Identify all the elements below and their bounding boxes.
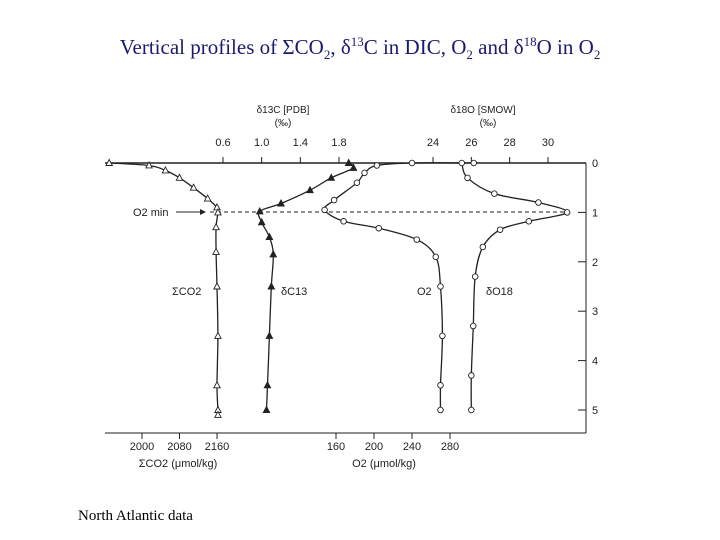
o2-data-point xyxy=(408,159,416,167)
sigma-co2-data-point xyxy=(189,183,198,191)
o2-data-point xyxy=(330,196,338,204)
bottom-right-tick-label: 200 xyxy=(365,441,383,453)
caption: North Atlantic data xyxy=(78,508,193,524)
o2-min-arrowhead xyxy=(200,209,206,215)
top-right-tick-label: 26 xyxy=(465,137,477,149)
delta-c13-data-point xyxy=(306,185,314,194)
delta-c13-data-point xyxy=(267,282,276,290)
top-right-axis-unit: (‰) xyxy=(480,118,497,129)
slide-title: Vertical profiles of ΣCO2, δ13C in DIC, … xyxy=(119,34,601,63)
delta-c13-data-point xyxy=(257,217,266,226)
o2-series-label: O2 xyxy=(417,286,432,298)
sigma-co2-data-point xyxy=(212,222,221,231)
delta-c13-data-point xyxy=(255,206,264,215)
delta-o18-data-point xyxy=(471,273,479,280)
depth-tick-label: 0 xyxy=(592,158,598,170)
top-left-tick-label: 1.4 xyxy=(293,137,308,149)
top-right-tick-label: 24 xyxy=(427,137,439,149)
sigma-co2-data-point xyxy=(213,282,221,290)
sigma-co2-data-point xyxy=(203,194,212,202)
top-right-tick-label: 30 xyxy=(542,137,554,149)
delta-o18-data-point xyxy=(491,190,498,197)
o2-data-point xyxy=(439,332,446,340)
delta-c13-data-point xyxy=(269,249,278,258)
sigma-co2-data-point xyxy=(145,161,153,169)
o2-data-point xyxy=(413,236,421,243)
sigma-co2-data-point xyxy=(105,158,114,166)
dc13-series-label: δC13 xyxy=(281,286,307,298)
delta-o18-data-point xyxy=(468,372,475,379)
delta-c13-data-point xyxy=(265,331,274,339)
bottom-right-tick-label: 240 xyxy=(403,441,421,453)
delta-c13-data-point xyxy=(263,380,272,389)
bottom-left-axis-label: ΣCO2 (μmol/kg) xyxy=(139,458,218,470)
delta-o18-data-point xyxy=(496,226,504,233)
sigma-co2-data-point xyxy=(213,207,222,216)
o2-data-point xyxy=(321,206,328,214)
delta-o18-data-point xyxy=(525,218,533,225)
bottom-left-tick-label: 2160 xyxy=(205,441,229,453)
o2-data-point xyxy=(432,253,440,261)
depth-tick-label: 1 xyxy=(592,207,598,219)
delta-o18-data-point xyxy=(535,199,542,206)
o2-data-point xyxy=(353,179,361,187)
o2-data-point xyxy=(373,162,381,169)
delta-c13-data-point xyxy=(344,158,353,166)
sigma-co2-data-point xyxy=(213,331,222,339)
depth-tick-label: 5 xyxy=(592,405,598,417)
delta-c13-data-point xyxy=(327,173,336,181)
top-left-tick-label: 1.0 xyxy=(254,137,269,149)
o2-data-point xyxy=(340,218,347,225)
top-right-axis-label: δ18O [SMOW] xyxy=(450,105,515,116)
delta-o18-data-point xyxy=(563,209,571,216)
o2-data-point xyxy=(437,283,444,290)
delta-o18-data-point xyxy=(464,174,471,182)
delta-o18-data-point xyxy=(479,243,487,251)
delta-o18-profile-line xyxy=(461,162,568,411)
sigma-co2-data-point xyxy=(213,410,222,418)
delta-c13-data-point xyxy=(277,199,285,207)
depth-tick-label: 2 xyxy=(592,257,598,269)
bottom-right-tick-label: 160 xyxy=(327,441,345,453)
sigma-co2-data-point xyxy=(213,380,221,389)
do18-series-label: δO18 xyxy=(486,286,513,298)
sco2-series-label: ΣCO2 xyxy=(172,286,201,298)
bottom-left-tick-label: 2000 xyxy=(130,441,154,453)
delta-o18-data-point xyxy=(458,159,466,167)
o2-data-point xyxy=(437,406,444,414)
delta-c13-data-point xyxy=(262,405,271,413)
o2-min-annotation: O2 min xyxy=(133,207,168,219)
sigma-co2-profile-line xyxy=(109,162,219,415)
depth-tick-label: 3 xyxy=(592,306,598,318)
top-left-axis-unit: (‰) xyxy=(275,118,292,129)
bottom-right-axis-label: O2 (μmol/kg) xyxy=(352,458,416,470)
top-left-tick-label: 1.8 xyxy=(331,137,346,149)
o2-data-point xyxy=(470,159,478,167)
o2-data-point xyxy=(437,382,444,389)
delta-o18-data-point xyxy=(468,406,475,414)
depth-tick-label: 4 xyxy=(592,356,598,368)
delta-c13-data-point xyxy=(349,163,358,171)
bottom-right-tick-label: 280 xyxy=(441,441,459,453)
delta-c13-data-point xyxy=(265,232,274,241)
top-left-tick-label: 0.6 xyxy=(215,137,230,149)
delta-o18-data-point xyxy=(470,322,477,330)
sigma-co2-data-point xyxy=(161,165,170,174)
o2-profile-line xyxy=(323,162,474,411)
sigma-co2-data-point xyxy=(175,173,184,181)
top-right-tick-label: 28 xyxy=(504,137,516,149)
sigma-co2-data-point xyxy=(212,247,221,255)
o2-data-point xyxy=(375,224,383,232)
o2-data-point xyxy=(361,169,368,177)
top-left-axis-label: δ13C [PDB] xyxy=(257,105,310,116)
bottom-left-tick-label: 2080 xyxy=(167,441,191,453)
